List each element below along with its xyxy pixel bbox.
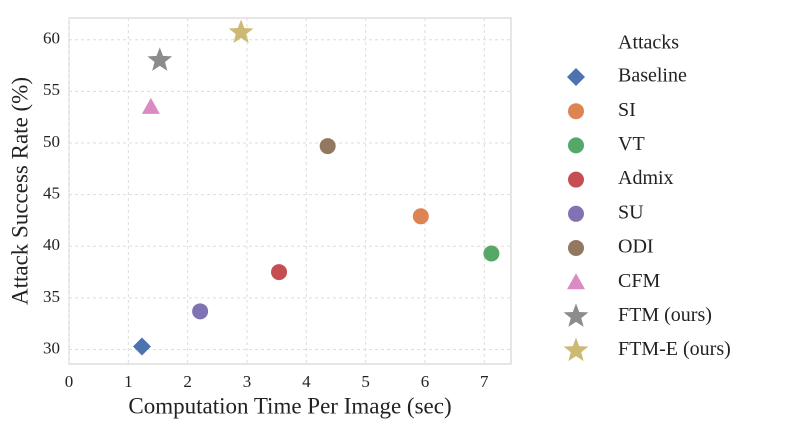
plot-frame [68,17,512,365]
legend-label: VT [618,133,645,155]
legend-marker [567,273,585,290]
y-tick-label: 45 [43,184,60,203]
legend-label: SU [618,201,644,223]
legend-label: ODI [618,236,654,258]
y-tick-label: 30 [43,338,60,357]
legend-label: Admix [618,167,674,189]
legend-title: Attacks [618,32,679,54]
scatter-point [228,19,254,43]
legend-marker [568,240,584,256]
x-tick-label: 5 [361,372,370,391]
scatter-point [192,303,209,320]
legend-label: FTM-E (ours) [618,338,731,360]
scatter-point [132,337,151,356]
legend-marker [568,137,584,154]
legend-label: SI [618,99,636,121]
x-tick-label: 7 [480,372,489,391]
y-tick-label: 55 [43,80,60,99]
scatter-point [319,138,336,155]
x-tick-label: 1 [124,372,133,391]
legend-marker [568,171,584,188]
legend-label: FTM (ours) [618,304,712,326]
x-tick-label: 3 [243,372,252,391]
x-axis-label: Computation Time Per Image (sec) [128,393,451,418]
x-tick-label: 0 [65,372,74,391]
legend-marker [563,337,589,362]
y-tick-label: 50 [43,132,60,151]
scatter-point [483,245,500,262]
legend-label: CFM [618,270,660,292]
legend-marker [567,68,585,86]
y-tick-label: 60 [43,29,60,48]
legend-marker [563,303,589,327]
scatter-point [147,47,173,71]
scatter-point [412,208,429,225]
x-tick-label: 2 [183,372,192,391]
y-tick-label: 35 [43,287,60,306]
y-tick-label: 40 [43,235,60,254]
legend-label: Baseline [618,65,687,87]
scatter-point [271,264,288,281]
legend-marker [568,205,584,222]
y-axis-label: Attack Success Rate (%) [7,77,32,305]
x-tick-label: 6 [421,372,430,391]
x-tick-label: 4 [302,372,311,391]
scatter-point [141,97,160,114]
legend-marker [568,103,584,120]
